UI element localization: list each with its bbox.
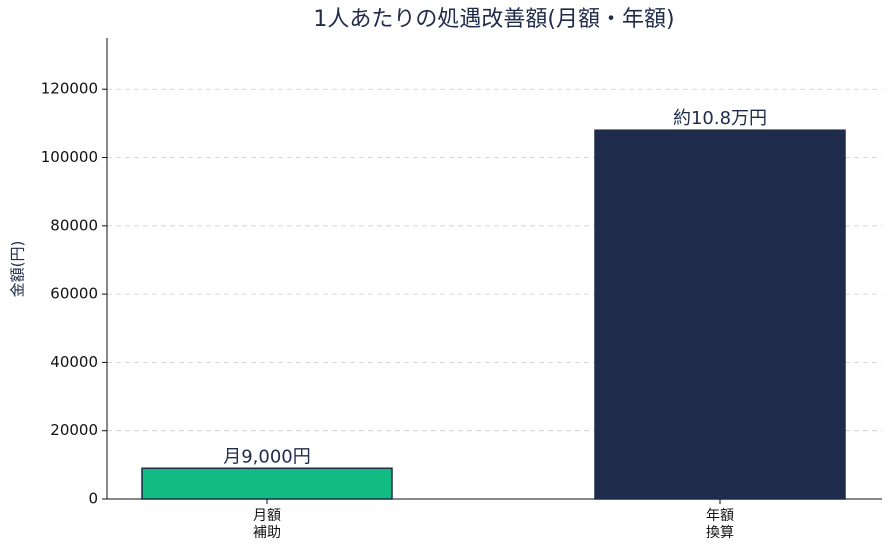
y-tick-label: 20000 <box>50 421 98 439</box>
y-tick-label: 0 <box>88 490 98 508</box>
y-tick-label: 40000 <box>50 353 98 371</box>
y-tick-label: 80000 <box>50 216 98 234</box>
value-label: 月9,000円 <box>223 446 311 467</box>
value-label: 約10.8万円 <box>673 108 767 129</box>
y-tick-label: 120000 <box>41 80 98 98</box>
y-tick-label: 60000 <box>50 285 98 303</box>
x-tick-label: 月額 補助 <box>253 508 281 541</box>
bar <box>594 129 846 500</box>
y-tick-label: 100000 <box>41 148 98 166</box>
x-tick-label: 年額 換算 <box>706 508 734 541</box>
y-axis-label: 金額(円) <box>9 241 27 298</box>
bar <box>141 467 393 500</box>
chart-title: 1人あたりの処遇改善額(月額・年額) <box>313 7 674 32</box>
